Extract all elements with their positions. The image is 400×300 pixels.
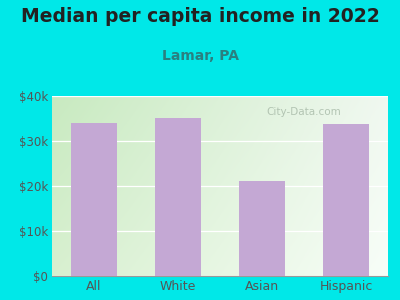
- Text: Median per capita income in 2022: Median per capita income in 2022: [21, 8, 379, 26]
- Text: Lamar, PA: Lamar, PA: [162, 50, 238, 64]
- Bar: [71, 123, 117, 276]
- Text: City-Data.com: City-Data.com: [267, 107, 341, 117]
- Bar: [239, 181, 285, 276]
- Bar: [323, 124, 369, 276]
- Bar: [155, 118, 201, 276]
